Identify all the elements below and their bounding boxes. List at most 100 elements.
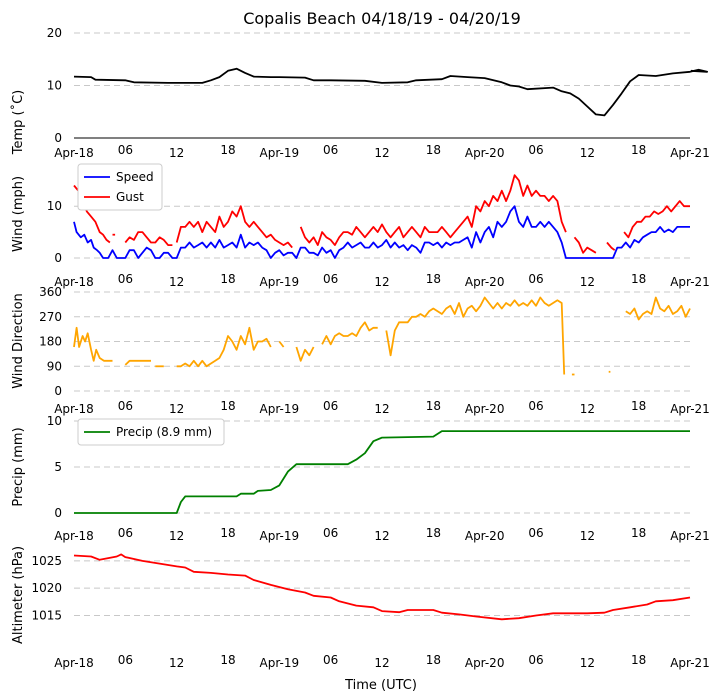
y-tick-label: 270 (39, 310, 62, 324)
series-line-direction (295, 346, 315, 362)
series-line-gust (124, 231, 173, 246)
x-tick-label: 18 (631, 526, 646, 540)
y-tick-label: 1020 (31, 581, 62, 595)
series-line-gust (573, 236, 597, 254)
x-tick-label: Apr-21 (670, 656, 710, 670)
series-line-temp (73, 67, 708, 117)
x-tick-label: 06 (118, 526, 133, 540)
series-line-precip-8-9-mm- (74, 430, 690, 514)
series-line-gust (606, 241, 616, 251)
x-tick-label: Apr-21 (670, 275, 710, 289)
x-tick-label: 18 (220, 143, 235, 157)
x-tick-label: 18 (631, 272, 646, 286)
x-tick-label: 12 (580, 275, 595, 289)
x-tick-label: 12 (580, 656, 595, 670)
x-tick-label: Apr-19 (260, 529, 300, 543)
x-tick-label: 06 (528, 526, 543, 540)
x-tick-label: 18 (426, 272, 441, 286)
x-tick-label: 18 (426, 399, 441, 413)
x-tick-label: 12 (374, 529, 389, 543)
x-tick-label: Apr-19 (260, 402, 300, 416)
series-line-altimeter (73, 553, 691, 621)
y-tick-label: 90 (47, 359, 62, 373)
x-tick-label: 18 (220, 653, 235, 667)
y-tick-label: 0 (54, 506, 62, 520)
x-tick-label: 18 (220, 399, 235, 413)
y-tick-label: 0 (54, 384, 62, 398)
x-tick-label: 06 (528, 272, 543, 286)
x-tick-label: Apr-18 (54, 402, 94, 416)
series-line-gust (623, 200, 690, 239)
series-line-direction (385, 296, 566, 375)
x-tick-label: 18 (426, 526, 441, 540)
y-tick-label: 180 (39, 335, 62, 349)
x-tick-label: 18 (426, 143, 441, 157)
series-line-direction (176, 326, 272, 368)
y-axis-label: Altimeter (hPa) (11, 546, 26, 644)
x-tick-label: Apr-20 (465, 275, 505, 289)
y-tick-label: 0 (54, 251, 62, 265)
x-tick-label: 06 (118, 272, 133, 286)
y-axis-label: Wind Direction (11, 293, 26, 389)
x-tick-label: Apr-21 (670, 402, 710, 416)
series-line-direction (73, 326, 113, 362)
x-tick-label: 12 (169, 656, 184, 670)
y-tick-label: 10 (47, 199, 62, 213)
x-tick-label: 06 (118, 399, 133, 413)
x-tick-label: Apr-20 (465, 146, 505, 160)
x-tick-label: 06 (323, 143, 338, 157)
x-tick-label: Apr-18 (54, 146, 94, 160)
x-tick-label: 06 (118, 143, 133, 157)
x-tick-label: 06 (118, 653, 133, 667)
x-tick-label: 06 (323, 399, 338, 413)
x-tick-label: 18 (220, 272, 235, 286)
y-tick-label: 0 (54, 131, 62, 145)
x-tick-label: 18 (426, 653, 441, 667)
x-tick-label: Apr-20 (465, 656, 505, 670)
panel-wind_direction: 0 90 180 270 360 Wind Direction Apr-18 06 12 18 Ap… (11, 285, 710, 416)
x-tick-label: 18 (631, 399, 646, 413)
legend: Precip (8.9 mm) (77, 418, 225, 446)
x-tick-label: Apr-19 (260, 656, 300, 670)
x-tick-label: 12 (580, 402, 595, 416)
x-tick-label: 12 (374, 656, 389, 670)
y-tick-label: 10 (47, 79, 62, 93)
x-tick-label: Apr-21 (670, 146, 710, 160)
y-tick-label: 360 (39, 285, 62, 299)
x-tick-label: 06 (528, 653, 543, 667)
x-tick-label: Apr-19 (260, 275, 300, 289)
x-tick-label: 06 (323, 272, 338, 286)
y-tick-label: 20 (47, 26, 62, 40)
x-tick-label: Apr-20 (465, 402, 505, 416)
x-tick-label: 06 (528, 143, 543, 157)
x-tick-label: 12 (169, 529, 184, 543)
x-tick-label: Apr-18 (54, 656, 94, 670)
x-tick-label: 18 (220, 526, 235, 540)
legend-box (77, 163, 163, 211)
x-tick-label: 12 (169, 275, 184, 289)
panel-temperature: 0 10 20 Temp (˚C) Apr-18 06 12 18 Apr-19 06 12 18 Ap… (10, 26, 710, 160)
x-tick-label: Apr-20 (465, 529, 505, 543)
legend-label: Gust (116, 190, 144, 204)
legend: Speed Gust (77, 163, 163, 211)
x-tick-label: 18 (631, 143, 646, 157)
legend-box (77, 418, 225, 446)
panel-wind: 0 10 Wind (mph) Apr-18 06 12 18 Apr-19 06 12 18 Apr… (11, 163, 710, 289)
y-tick-label: 5 (54, 460, 62, 474)
legend-label: Precip (8.9 mm) (116, 425, 212, 439)
x-tick-label: 12 (374, 146, 389, 160)
x-tick-label: 06 (323, 526, 338, 540)
y-tick-label: 1015 (31, 608, 62, 622)
series-line-speed (73, 205, 690, 259)
x-tick-label: Apr-19 (260, 146, 300, 160)
x-axis-label: Time (UTC) (344, 678, 417, 693)
panel-altimeter: 1015 1020 1025 Altimeter (hPa) Apr-18 06 12 18 A… (11, 546, 710, 670)
x-tick-label: 18 (631, 653, 646, 667)
x-tick-label: 06 (528, 399, 543, 413)
series-line-direction (321, 321, 378, 346)
y-tick-label: 1025 (31, 554, 62, 568)
x-tick-label: 12 (169, 402, 184, 416)
x-tick-label: Apr-21 (670, 529, 710, 543)
x-tick-label: 12 (580, 529, 595, 543)
x-tick-label: 12 (580, 146, 595, 160)
